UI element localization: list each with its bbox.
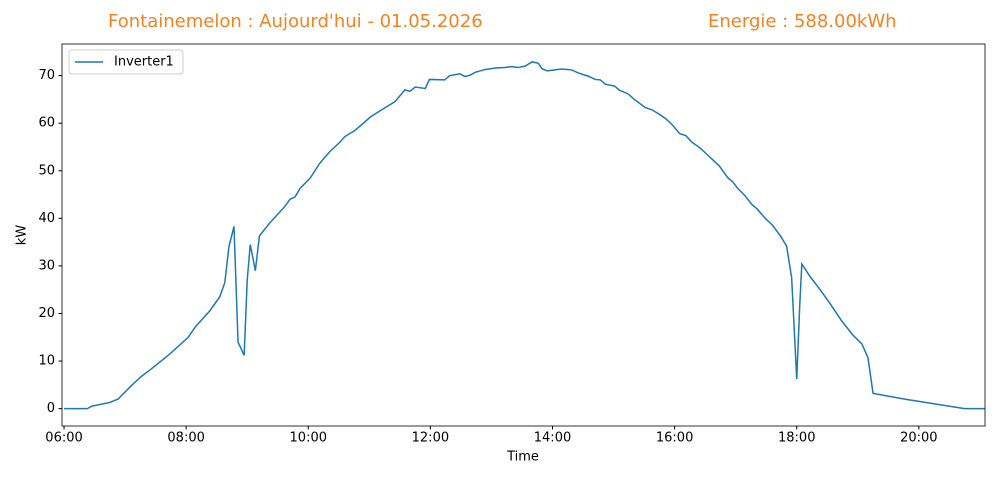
x-tick-label: 20:00 bbox=[900, 431, 937, 446]
y-tick-label: 30 bbox=[38, 258, 55, 273]
legend-label: Inverter1 bbox=[114, 55, 174, 70]
y-tick-label: 40 bbox=[38, 211, 55, 226]
x-tick-label: 16:00 bbox=[656, 431, 693, 446]
x-tick-label: 18:00 bbox=[778, 431, 815, 446]
y-tick-label: 10 bbox=[38, 354, 55, 369]
y-tick-label: 20 bbox=[38, 306, 55, 321]
legend: Inverter1 bbox=[68, 49, 184, 75]
x-tick-label: 12:00 bbox=[412, 431, 449, 446]
x-tick-label: 14:00 bbox=[534, 431, 571, 446]
x-tick-label: 08:00 bbox=[167, 431, 204, 446]
legend-box bbox=[68, 49, 184, 75]
y-axis-label: kW bbox=[15, 225, 30, 246]
chart-title: Fontainemelon : Aujourd'hui - 01.05.2026 bbox=[108, 11, 483, 32]
x-tick-label: 06:00 bbox=[45, 431, 82, 446]
chart-subtitle: Energie : 588.00kWh bbox=[708, 11, 897, 32]
x-axis-label: Time bbox=[506, 450, 539, 465]
y-tick-label: 70 bbox=[38, 68, 55, 83]
y-tick-label: 50 bbox=[38, 163, 55, 178]
x-tick-label: 10:00 bbox=[290, 431, 327, 446]
y-tick-label: 60 bbox=[38, 116, 55, 131]
plot-frame bbox=[61, 43, 986, 427]
data-line bbox=[64, 61, 985, 410]
y-tick-label: 0 bbox=[47, 401, 55, 416]
